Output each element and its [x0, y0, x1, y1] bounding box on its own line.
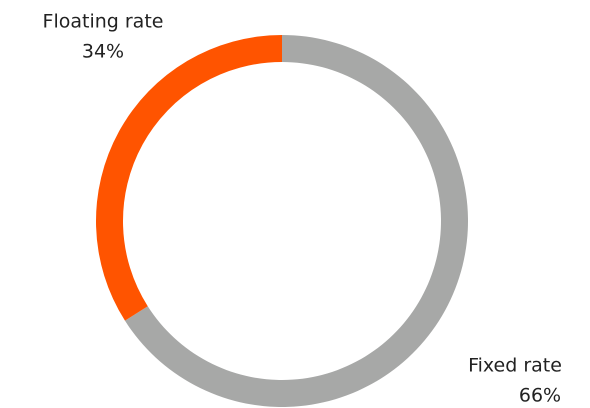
category-label: Floating rate — [43, 11, 164, 33]
donut-segment — [96, 35, 282, 321]
value-label: 34% — [82, 41, 124, 63]
value-label: 66% — [519, 385, 561, 407]
category-label: Fixed rate — [468, 355, 562, 377]
